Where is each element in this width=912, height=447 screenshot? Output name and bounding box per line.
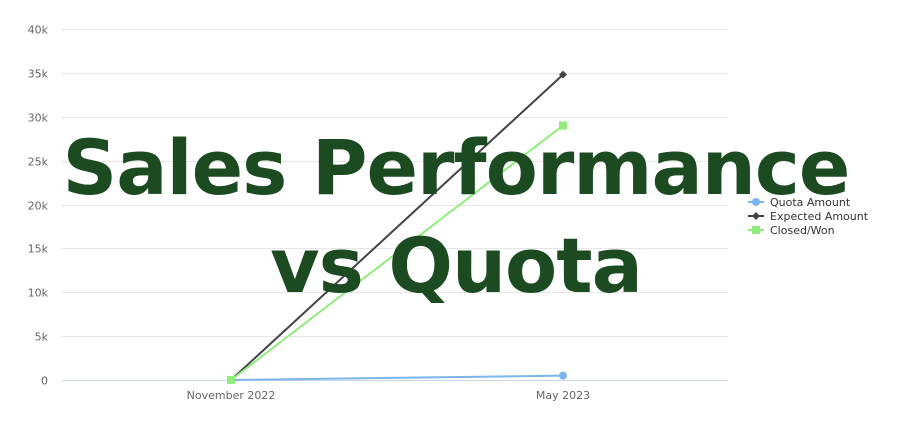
y-tick-label: 15k [28, 243, 49, 256]
series-lines [227, 70, 567, 384]
legend-label: Expected Amount [770, 210, 869, 223]
series-line[interactable] [230, 374, 564, 381]
legend-item[interactable]: Quota Amount [748, 196, 851, 209]
legend-label: Closed/Won [770, 224, 835, 237]
data-point[interactable] [559, 70, 567, 79]
series-line[interactable] [230, 124, 564, 381]
chart-title-line-1: Sales Performance [62, 123, 851, 212]
axis-labels: 0 5k 10k 15k 20k 25k 30k 35k 40k November 2022 May… [28, 24, 590, 403]
y-tick-label: 35k [28, 68, 49, 81]
legend-item[interactable]: Expected Amount [748, 210, 869, 223]
legend-marker[interactable] [752, 212, 760, 220]
legend-label: Quota Amount [770, 196, 851, 209]
y-tick-label: 10k [28, 287, 49, 300]
data-point[interactable] [227, 376, 235, 384]
data-point[interactable] [559, 121, 567, 130]
data-point[interactable] [559, 371, 567, 380]
legend-marker[interactable] [752, 226, 760, 234]
legend-item[interactable]: Closed/Won [748, 224, 835, 237]
legend-marker[interactable] [752, 198, 760, 206]
x-tick-label: May 2023 [536, 389, 590, 402]
y-tick-label: 5k [35, 331, 49, 344]
series-line[interactable] [230, 73, 564, 381]
y-tick-label: 0 [41, 375, 48, 388]
grid-lines [62, 29, 728, 381]
y-tick-label: 30k [28, 112, 49, 125]
chart-title-line-2: vs Quota [270, 221, 643, 310]
y-tick-label: 20k [28, 200, 49, 213]
y-tick-label: 40k [28, 24, 49, 37]
x-tick-label: November 2022 [187, 389, 276, 402]
y-tick-label: 25k [28, 156, 49, 169]
